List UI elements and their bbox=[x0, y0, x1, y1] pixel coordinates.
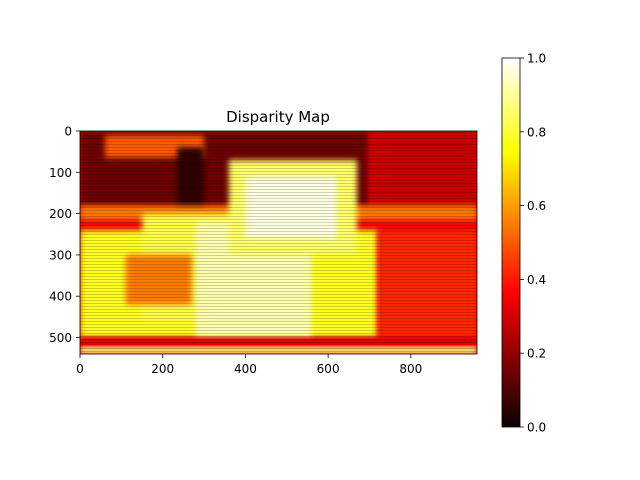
colorbar-tick-label: 0.8 bbox=[527, 125, 546, 139]
x-tick-label: 200 bbox=[151, 362, 174, 376]
colorbar-tick-label: 0.6 bbox=[527, 199, 546, 213]
x-tick-label: 0 bbox=[76, 362, 84, 376]
y-tick-label: 400 bbox=[49, 290, 72, 304]
plot-frame bbox=[79, 130, 478, 355]
y-tick-label: 0 bbox=[64, 125, 72, 139]
colorbar-tick-label: 1.0 bbox=[527, 52, 546, 66]
scanline-texture bbox=[80, 131, 477, 354]
y-tick-label: 100 bbox=[49, 166, 72, 180]
y-tick-label: 300 bbox=[49, 248, 72, 262]
colorbar-axis: 0.0 0.2 0.4 0.6 0.8 1.0 bbox=[520, 52, 546, 435]
x-axis: 0 200 400 600 800 bbox=[76, 354, 422, 376]
colorbar-tick-label: 0.0 bbox=[527, 421, 546, 435]
x-tick-label: 400 bbox=[234, 362, 257, 376]
colorbar-tick-label: 0.2 bbox=[527, 347, 546, 361]
colorbar-tick-label: 0.4 bbox=[527, 273, 546, 287]
y-tick-label: 200 bbox=[49, 207, 72, 221]
y-axis: 0 100 200 300 400 500 bbox=[49, 125, 80, 345]
y-tick-label: 500 bbox=[49, 331, 72, 345]
heatmap-area bbox=[80, 131, 477, 354]
chart-title: Disparity Map bbox=[226, 108, 330, 126]
x-tick-label: 800 bbox=[399, 362, 422, 376]
x-tick-label: 600 bbox=[317, 362, 340, 376]
colorbar bbox=[501, 57, 521, 428]
